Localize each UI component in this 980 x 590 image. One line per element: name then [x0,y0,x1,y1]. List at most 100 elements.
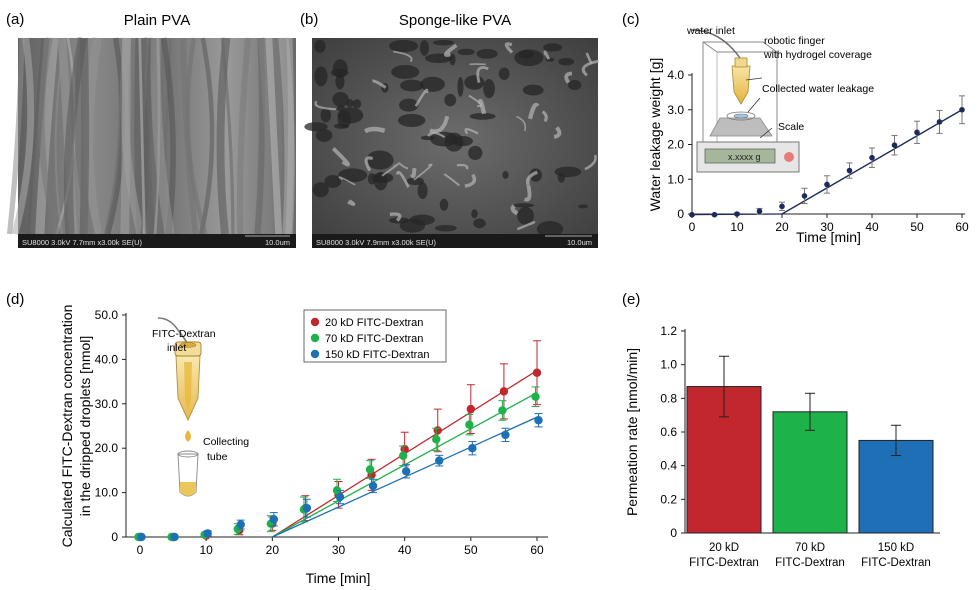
data-point [711,211,718,218]
sem-wall [363,126,386,134]
x-axis-label: Time [min] [796,229,861,245]
sem-pore [558,57,575,66]
sem-pore [473,218,486,229]
y-tick-label: 1.0 [660,358,677,372]
label-collecting: Collecting [203,436,249,448]
panel-b-title: Sponge-like PVA [399,12,511,29]
sem-pore [457,77,464,97]
chart-permeation-rate: 0 0.2 0.4 0.6 0.8 1.0 1.2 Permeation rate [nmol… [624,324,940,569]
panel-c-letter: (c) [622,11,640,28]
data-point [756,208,763,215]
panel-e-letter: (e) [622,291,640,308]
sem-pore [314,39,326,53]
panel-a-letter: (a) [6,11,24,28]
sem-fiber [285,37,295,235]
sem-pore [304,122,328,132]
sem-wall [523,184,532,202]
y-tick-label: 50.0 [95,308,119,322]
data-point [236,520,245,529]
sem-pore [434,224,457,232]
panel-b-letter: (b) [300,11,318,28]
data-point [435,456,444,465]
sem-wall [516,221,536,231]
sem-pore [400,79,424,92]
category-label: FITC-Dextran [861,557,931,569]
sem-wall [381,163,399,177]
sem-pore [419,40,429,56]
legend-marker [310,349,320,359]
y-axis-label: in the dripped droplets [nmol] [77,336,93,517]
sem-fiber [38,37,61,235]
sem-wall [372,79,387,89]
chart-fitc-dextran-concentration: 0 10.0 20.0 30.0 40.0 50.0 0 10 20 30 40 50 60 Time [… [59,305,548,586]
legend-box [303,309,447,363]
legend-marker [310,333,320,343]
category-label: 70 kD [795,542,825,554]
sem-fiber [150,37,175,235]
sem-wall [393,50,413,63]
sem-pore [522,84,544,96]
sem-pore [568,79,582,91]
sem-fiber [11,37,35,235]
data-point [398,451,408,460]
sem-b-caption: SU8000 3.0kV 7.9mm x3.00k SE(U) [316,238,437,247]
sem-wall [414,88,429,107]
sem-wall [347,199,356,206]
data-point [432,435,441,444]
data-point [203,529,212,538]
y-tick-label: 0 [677,207,684,221]
sem-wall [331,147,350,167]
sem-pore [397,113,426,127]
sem-pore [464,75,485,90]
sem-pore [536,221,564,238]
sem-pore [471,209,478,219]
sem-wall [527,102,540,120]
label-hydrogel-coverage: with hydrogel coverage [763,49,872,61]
y-tick-label: 0.4 [660,459,677,473]
sem-fiber [63,37,88,235]
legend-label: 150 kD FITC-Dextran [325,349,430,361]
data-point [498,406,507,415]
y-tick-label: 0.8 [660,391,677,405]
data-point [801,193,808,199]
sem-pore [512,203,535,208]
data-point [846,167,853,174]
sem-pore [502,170,509,179]
sem-pore [514,49,544,67]
x-tick-label: 30 [332,543,346,557]
sem-wall [564,71,573,84]
x-tick-label: 40 [398,543,412,557]
data-point [368,481,378,491]
sem-fiber [103,37,123,235]
y-tick-label: 0.2 [660,492,677,506]
sem-pore [338,168,368,183]
sem-pore [439,198,449,211]
data-point [689,211,695,218]
sem-a-caption: SU8000 3.0kV 7.7mm x3.00k SE(U) [22,238,143,247]
sem-pore [469,112,496,120]
sem-wall [504,42,514,54]
x-tick-label: 50 [464,543,478,557]
sem-pore [468,145,483,161]
sem-pore [457,48,475,56]
sem-pore [554,166,582,178]
y-tick-label: 2.0 [667,138,684,152]
y-tick-label: 40.0 [95,352,119,366]
data-point [400,444,409,454]
sem-wall [553,126,562,139]
data-point [466,404,476,414]
data-point [869,154,875,161]
data-point [891,142,898,148]
data-point [734,211,740,217]
sem-wall [468,94,483,108]
sem-pore [366,150,394,170]
scale-setup-illustration: x.xxxx g [691,29,800,173]
y-tick-label: 20.0 [95,441,119,455]
x-tick-label: 30 [820,220,834,234]
y-tick-label: 0 [670,526,677,540]
legend-marker [310,317,320,327]
data-point [499,387,509,396]
sem-pore [315,129,333,142]
sem-pore [335,73,345,90]
fit-line [272,416,538,538]
